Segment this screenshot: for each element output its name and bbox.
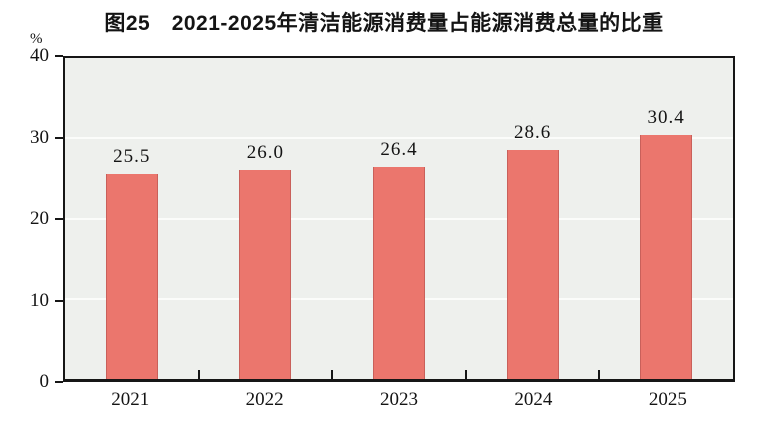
y-tick-mark xyxy=(55,136,63,139)
bar-cell-2022: 26.0 xyxy=(199,58,333,379)
bar-value-label: 25.5 xyxy=(113,146,151,168)
bar-cell-2025: 30.4 xyxy=(599,58,733,379)
x-tick-label-2022: 2022 xyxy=(245,389,284,410)
bar-cell-2023: 26.4 xyxy=(332,58,466,379)
x-tick-label-2025: 2025 xyxy=(648,389,687,410)
bar-value-label: 26.0 xyxy=(246,142,285,164)
y-tick-label-0: 0 xyxy=(39,371,50,392)
x-axis-tick xyxy=(598,370,601,379)
y-axis-unit-label: % xyxy=(30,31,43,47)
x-axis-tick xyxy=(464,370,467,379)
chart-title: 图25 2021-2025年清洁能源消费量占能源消费总量的比重 xyxy=(104,12,664,35)
bar-2025: 30.4 xyxy=(640,107,693,379)
y-tick-label-10: 10 xyxy=(30,289,49,311)
y-axis: 0 10 20 30 40 xyxy=(0,45,63,392)
y-tick-label-30: 30 xyxy=(30,126,49,148)
x-axis-tick xyxy=(331,370,334,379)
y-tick-mark xyxy=(55,55,63,57)
bar-2022: 26.0 xyxy=(239,142,292,379)
bar-2021: 25.5 xyxy=(105,146,158,379)
bar-cell-2024: 28.6 xyxy=(466,58,600,379)
bars-row: 25.5 26.0 26.4 28.6 30.4 xyxy=(65,58,733,379)
bar-value-label: 28.6 xyxy=(513,121,552,143)
plot-area: 25.5 26.0 26.4 28.6 30.4 xyxy=(63,56,735,382)
bar-cell-2021: 25.5 xyxy=(65,58,199,379)
y-tick-mark xyxy=(55,218,63,220)
gridline-30 xyxy=(65,137,733,140)
x-axis-labels: 2021 2022 2023 2024 2025 xyxy=(63,389,735,411)
bar-value-label: 26.4 xyxy=(380,139,418,161)
x-axis-tick xyxy=(197,370,200,379)
bar-value-label: 30.4 xyxy=(647,107,685,129)
y-tick-mark xyxy=(55,381,63,383)
bar-2024: 28.6 xyxy=(506,122,559,379)
x-tick-label-2021: 2021 xyxy=(111,389,150,410)
bar-2023: 26.4 xyxy=(372,139,425,379)
y-tick-mark xyxy=(55,299,63,302)
y-tick-label-40: 40 xyxy=(30,45,49,66)
y-tick-label-20: 20 xyxy=(30,208,49,229)
x-tick-label-2023: 2023 xyxy=(380,389,419,410)
x-tick-label-2024: 2024 xyxy=(514,389,553,410)
